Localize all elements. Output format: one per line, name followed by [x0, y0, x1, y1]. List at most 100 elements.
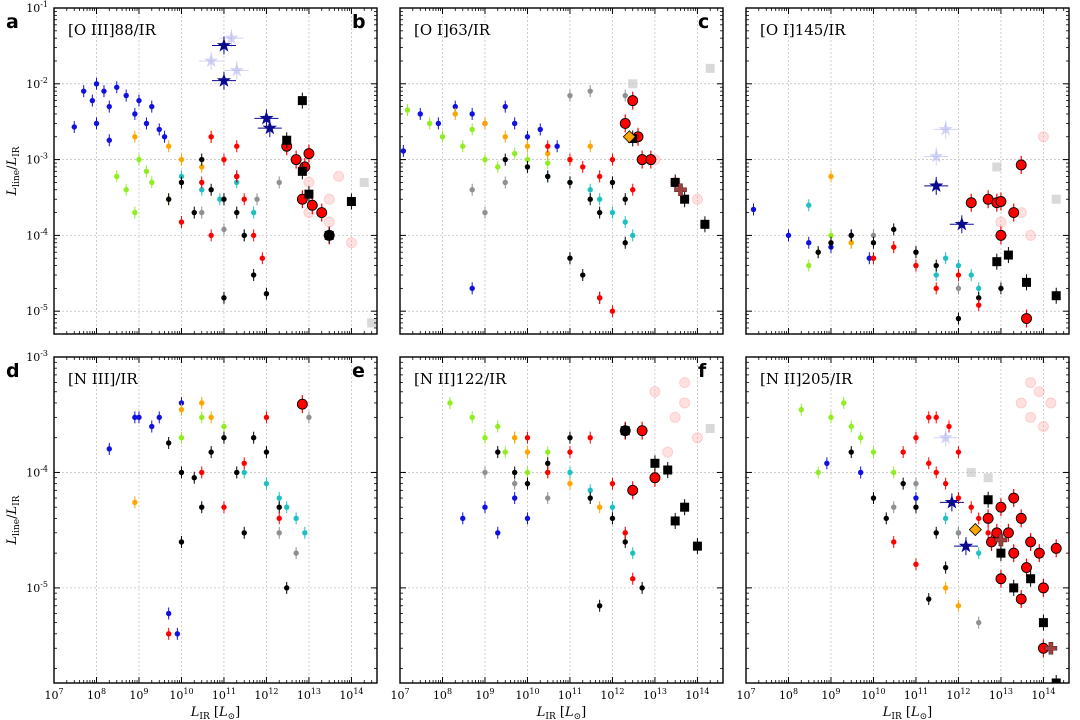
series-blue — [750, 203, 873, 265]
data-point — [933, 285, 939, 292]
tick-base: 10 — [390, 689, 404, 702]
data-point — [587, 487, 593, 494]
tick-base: 10 — [643, 689, 657, 702]
data-point — [828, 232, 834, 239]
data-point — [866, 255, 873, 261]
data-point — [221, 156, 227, 163]
ylabel-sub: line — [12, 170, 22, 187]
series-navy-star — [924, 176, 974, 234]
data-point — [1015, 159, 1027, 171]
series-red — [870, 241, 982, 312]
data-point — [1021, 562, 1032, 574]
tick-exponent: -4 — [40, 464, 48, 473]
data-point — [545, 469, 551, 476]
data-point — [263, 449, 270, 455]
data-point — [524, 134, 531, 140]
grid — [399, 7, 723, 334]
xlabel-close: ] — [235, 705, 240, 720]
data-point — [815, 469, 821, 476]
series-red-big — [296, 395, 308, 414]
data-point — [537, 126, 543, 133]
x-tick-label: 108 — [433, 687, 452, 702]
data-point — [609, 179, 616, 186]
data-point — [1015, 512, 1027, 524]
data-point — [241, 196, 247, 202]
series-grey-square-faint — [359, 177, 377, 328]
data-point — [965, 197, 977, 209]
tick-base: 10 — [339, 689, 353, 702]
series-red — [178, 130, 266, 265]
data-point — [662, 446, 674, 458]
x-tick-label: 1014 — [339, 687, 363, 702]
data-point — [983, 473, 993, 483]
panel-letter: e — [352, 360, 365, 382]
tick-base: 10 — [475, 689, 489, 702]
data-point — [670, 516, 680, 526]
data-point — [1051, 291, 1061, 301]
data-point — [511, 120, 518, 127]
data-point — [622, 92, 628, 99]
panel-frame — [745, 7, 1070, 335]
data-point — [680, 502, 690, 512]
series-black — [848, 446, 949, 606]
data-point — [132, 499, 138, 506]
ylabel-main2: L — [5, 157, 20, 167]
data-point — [674, 183, 687, 197]
data-point — [221, 196, 227, 202]
xlabel-unit: L — [910, 705, 920, 720]
data-point — [580, 164, 586, 170]
data-point — [650, 458, 660, 468]
data-point — [848, 449, 854, 455]
data-point — [114, 173, 120, 180]
series-grey — [276, 411, 312, 560]
tick-base: 10 — [904, 689, 918, 702]
data-point — [524, 515, 531, 522]
data-point — [254, 196, 260, 202]
data-point — [259, 255, 266, 261]
tick-exponent: 11 — [918, 687, 928, 696]
data-point — [482, 120, 488, 127]
data-point — [293, 550, 299, 556]
tick-base: 10 — [87, 689, 101, 702]
data-point — [946, 423, 952, 430]
tick-base: 10 — [861, 689, 875, 702]
ticks — [745, 7, 1070, 334]
data-point — [250, 272, 257, 278]
data-point — [165, 610, 172, 617]
panel-frame — [745, 356, 1070, 684]
data-point — [545, 173, 551, 180]
data-point — [482, 434, 488, 441]
data-point — [883, 515, 889, 522]
tick-base: 10 — [779, 689, 793, 702]
data-point — [324, 230, 334, 240]
tick-exponent: 10 — [875, 687, 885, 696]
ticks — [53, 7, 378, 334]
data-point — [276, 515, 282, 522]
data-point — [848, 423, 854, 430]
x-tick-label: 109 — [475, 687, 494, 702]
y-tick-label: 10-5 — [26, 303, 48, 318]
tick-base: 10 — [26, 582, 40, 595]
ylabel-div: / — [5, 165, 20, 170]
ticks — [745, 356, 1070, 683]
data-point — [691, 432, 703, 444]
data-point — [143, 120, 150, 127]
data-point — [609, 480, 616, 487]
tick-exponent: 14 — [353, 687, 363, 696]
tick-exponent: -4 — [40, 227, 48, 236]
series-lightgreen — [404, 104, 551, 173]
data-point — [359, 177, 369, 187]
data-point — [229, 62, 244, 77]
data-point — [622, 130, 636, 144]
tick-exponent: 11 — [572, 687, 582, 696]
data-point — [136, 156, 142, 163]
data-point — [545, 160, 551, 166]
data-point — [447, 400, 453, 406]
data-point — [524, 156, 531, 163]
ylabel-main: L — [5, 187, 20, 197]
data-point — [545, 460, 551, 467]
data-point — [149, 179, 155, 186]
tick-exponent: 8 — [447, 687, 452, 696]
tick-exponent: 13 — [311, 687, 321, 696]
